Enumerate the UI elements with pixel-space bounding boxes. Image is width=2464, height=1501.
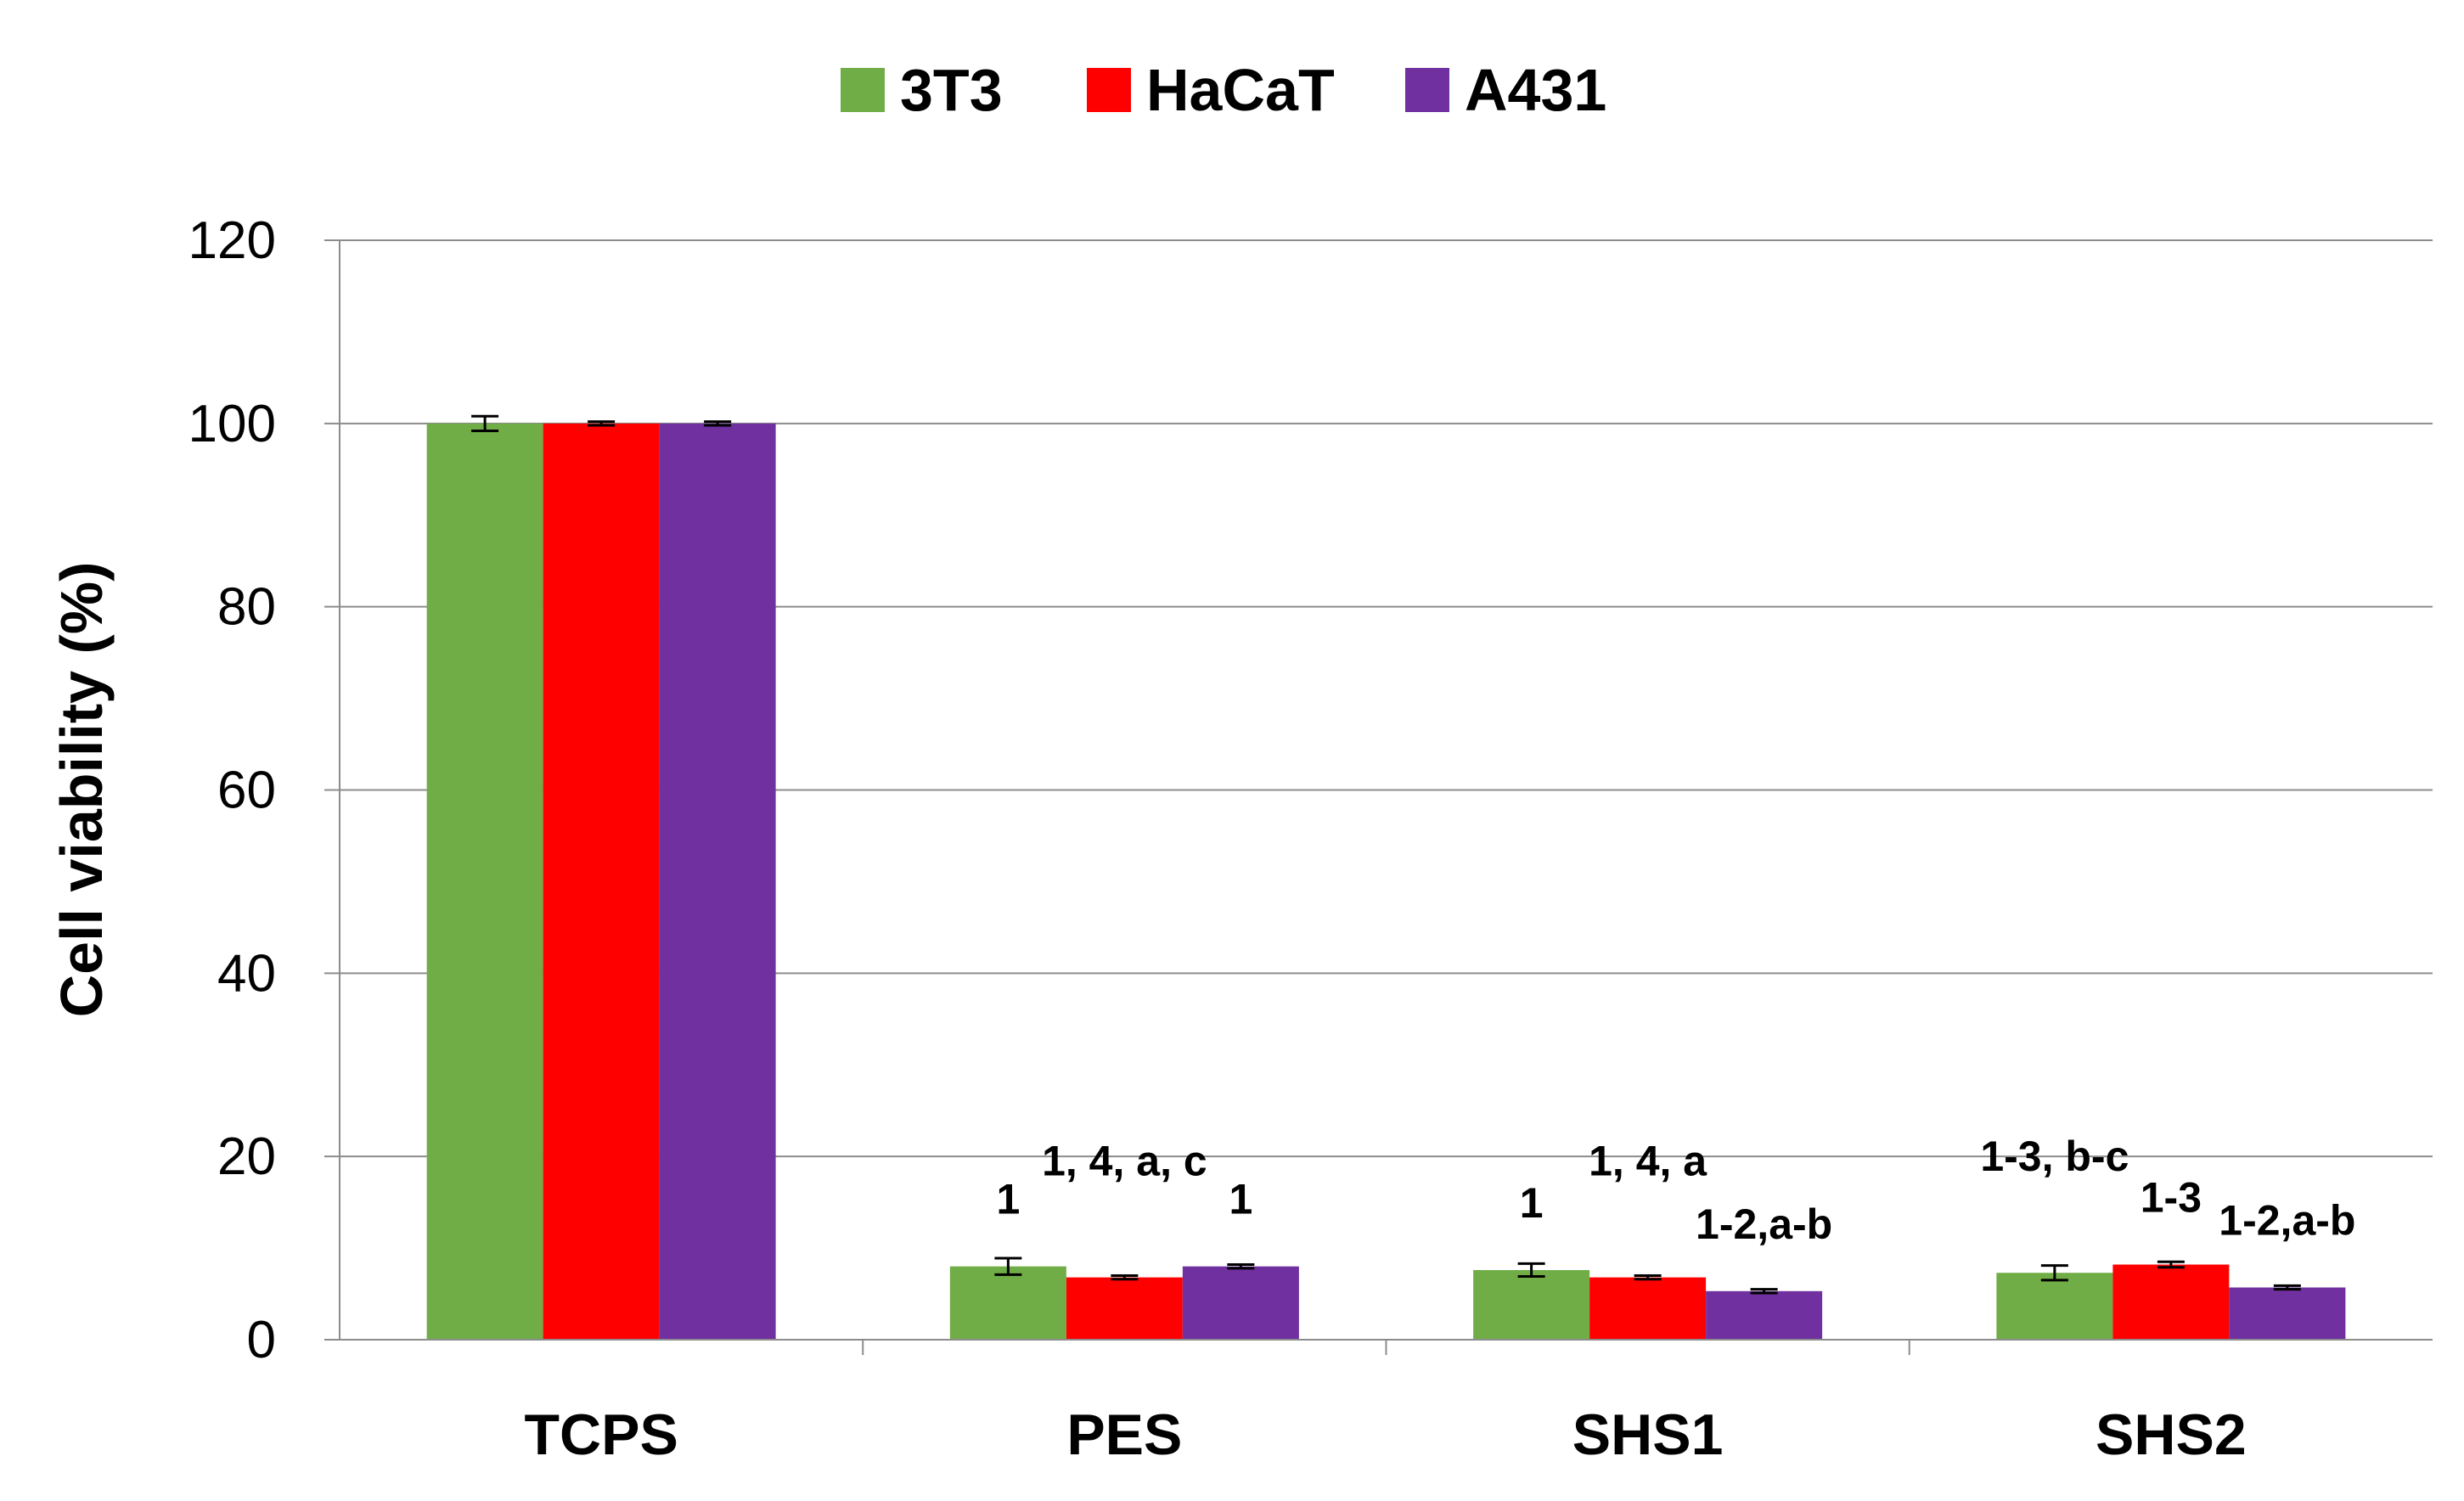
y-tick-label: 20	[217, 1127, 276, 1186]
y-tick-label: 120	[188, 211, 276, 270]
y-axis-label: Cell viability (%)	[48, 562, 115, 1018]
significance-annotation: 1, 4, a	[1589, 1138, 1707, 1185]
significance-annotation: 1	[1229, 1176, 1252, 1223]
significance-annotation: 1	[1520, 1179, 1544, 1227]
category-label: SHS2	[2096, 1403, 2247, 1467]
legend-label-hacat: HaCaT	[1146, 57, 1335, 123]
significance-annotation: 1-3, b-c	[1980, 1133, 2129, 1180]
bar-a431-shs1	[1706, 1290, 1823, 1340]
significance-annotation: 1-3	[2141, 1174, 2202, 1222]
category-label: SHS1	[1572, 1403, 1724, 1467]
significance-annotation: 1	[996, 1176, 1020, 1223]
bar-3t3-shs2	[1996, 1273, 2113, 1340]
y-tick-label: 40	[217, 944, 276, 1003]
bar-a431-pes	[1182, 1266, 1299, 1340]
bar-a431-shs2	[2229, 1287, 2346, 1340]
x-axis-categories: TCPS PES SHS1 SHS2	[524, 1403, 2246, 1467]
bar-hacat-pes	[1066, 1277, 1183, 1340]
bar-3t3-pes	[949, 1266, 1066, 1340]
legend-swatch-a431	[1405, 68, 1449, 112]
error-bars	[471, 414, 2301, 1295]
bar-hacat-shs1	[1589, 1277, 1707, 1340]
bar-hacat-tcps	[543, 423, 660, 1340]
significance-annotation: 1-2,a-b	[1696, 1200, 1832, 1248]
bar-hacat-shs2	[2112, 1264, 2230, 1340]
bar-3t3-shs1	[1473, 1269, 1590, 1340]
legend: 3T3 HaCaT A431	[841, 57, 1606, 123]
y-axis-ticks: 0 20 40 60 80 100 120	[188, 211, 340, 1369]
axes	[339, 240, 2433, 1355]
y-tick-label: 60	[217, 762, 276, 820]
annotations: 1 1, 4, a, c 1 1 1, 4, a 1-2,a-b 1-3, b-c 1-3 1-…	[996, 1133, 2355, 1248]
category-label: PES	[1066, 1403, 1182, 1467]
bar-a431-tcps	[659, 423, 776, 1340]
y-tick-label: 0	[247, 1311, 276, 1369]
significance-annotation: 1, 4, a, c	[1042, 1138, 1207, 1185]
legend-label-3t3: 3T3	[900, 57, 1003, 123]
category-label: TCPS	[524, 1403, 678, 1467]
significance-annotation: 1-2,a-b	[2219, 1196, 2355, 1244]
y-tick-label: 80	[217, 578, 276, 637]
legend-swatch-hacat	[1087, 68, 1131, 112]
y-tick-label: 100	[188, 395, 276, 453]
legend-swatch-3t3	[841, 68, 885, 112]
bar-3t3-tcps	[426, 423, 543, 1340]
legend-label-a431: A431	[1465, 57, 1606, 123]
bars	[426, 423, 2346, 1340]
